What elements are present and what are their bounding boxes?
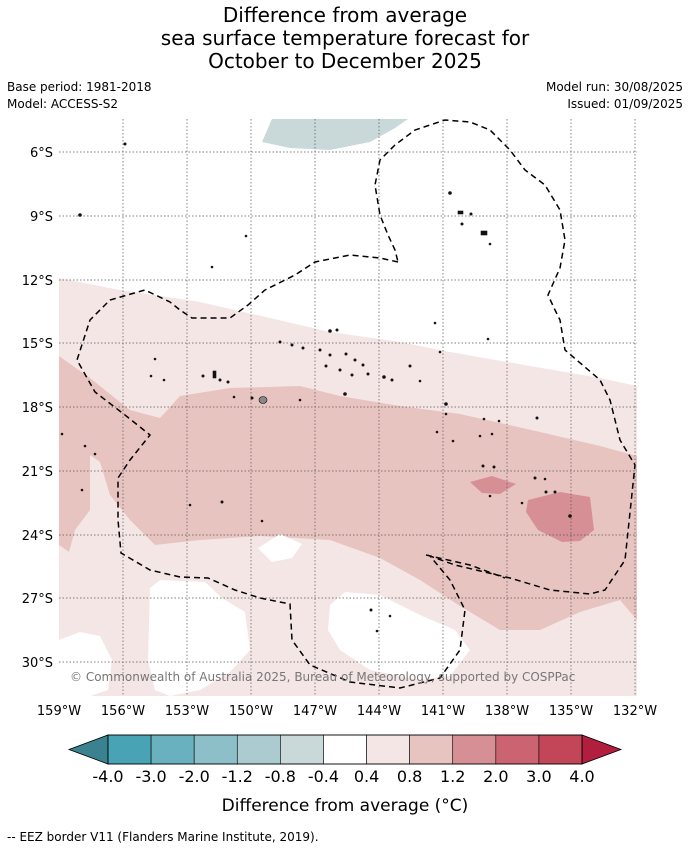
colorbar-tick-label: -1.2 <box>222 767 253 786</box>
colorbar-tick-label: -4.0 <box>92 767 123 786</box>
colorbar-tick-label: 1.2 <box>440 767 465 786</box>
issued-date: Issued: 01/09/2025 <box>567 97 683 111</box>
anomaly-minus-0-8-to-minus-0-4 <box>262 119 408 150</box>
colorbar-tick-label: 0.8 <box>397 767 422 786</box>
title-line-2: sea surface temperature forecast for <box>160 26 530 50</box>
colorbar-segment <box>366 734 410 765</box>
colorbar: -4.0 -3.0 -2.0 -1.2 -0.8 -0.4 0.4 0.8 1.2 2.0 3.0 4… <box>67 734 623 816</box>
eez-border-east <box>425 554 506 579</box>
colorbar-tick-labels: -4.0 -3.0 -2.0 -1.2 -0.8 -0.4 0.4 0.8 1.2 2.0 3.0 4… <box>92 767 594 786</box>
colorbar-segment <box>538 734 583 765</box>
colorbar-segment <box>409 734 454 765</box>
lon-label-153w: 153°W <box>165 704 209 719</box>
graticule <box>59 119 637 696</box>
islands <box>60 142 572 633</box>
eez-border-main <box>76 119 636 689</box>
lon-label-135w: 135°W <box>549 704 593 719</box>
colorbar-segment <box>323 734 367 765</box>
lat-label-27s: 27°S <box>22 592 53 607</box>
longitude-labels: 159°W 156°W 153°W 150°W 147°W 144°W 141°… <box>37 704 657 719</box>
meta-right: Model run: 30/08/2025 Issued: 01/09/2025 <box>546 79 683 113</box>
eez-legend-text: -- EEZ border V11 (Flanders Marine Insti… <box>7 830 319 844</box>
colorbar-segment <box>107 734 152 765</box>
eez-legend: -- EEZ border V11 (Flanders Marine Insti… <box>7 830 319 844</box>
copyright-notice: © Commonwealth of Australia 2025, Bureau… <box>70 670 575 684</box>
lon-label-132w: 132°W <box>613 704 657 719</box>
meta-left: Base period: 1981-2018 Model: ACCESS-S2 <box>7 79 152 113</box>
map-title: Difference from average sea surface temp… <box>0 4 690 73</box>
colorbar-tick-label: -0.4 <box>308 767 339 786</box>
latitude-labels: 6°S 9°S 12°S 15°S 18°S 21°S 24°S 27°S 30… <box>22 146 53 671</box>
colorbar-tick-label: -2.0 <box>179 767 210 786</box>
title-line-1: Difference from average <box>222 3 468 27</box>
lat-label-6s: 6°S <box>30 146 53 161</box>
lon-label-144w: 144°W <box>357 704 401 719</box>
neutral-patch-a <box>258 534 302 562</box>
colorbar-tick-label: 3.0 <box>526 767 551 786</box>
lon-label-159w: 159°W <box>37 704 81 719</box>
colorbar-label: Difference from average (°C) <box>222 796 469 816</box>
colorbar-segment <box>150 734 195 765</box>
lat-label-12s: 12°S <box>22 274 53 289</box>
lat-label-9s: 9°S <box>30 210 53 225</box>
colorbar-tick-label: 4.0 <box>569 767 594 786</box>
anomaly-1-2-to-2-0-b <box>526 492 594 542</box>
lon-label-138w: 138°W <box>485 704 529 719</box>
lat-label-21s: 21°S <box>22 465 53 480</box>
neutral-patch-d <box>59 632 112 696</box>
colorbar-segments <box>107 734 583 765</box>
neutral-patch-c <box>328 592 470 680</box>
colorbar-segment <box>236 734 281 765</box>
lon-label-147w: 147°W <box>293 704 337 719</box>
model-name: Model: ACCESS-S2 <box>7 97 119 111</box>
lat-label-30s: 30°S <box>22 656 53 671</box>
base-period: Base period: 1981-2018 <box>7 80 152 94</box>
lon-label-141w: 141°W <box>421 704 465 719</box>
colorbar-segment <box>193 734 238 765</box>
colorbar-tick-label: 2.0 <box>483 767 508 786</box>
lat-label-15s: 15°S <box>22 337 53 352</box>
colorbar-segment <box>280 734 324 765</box>
colorbar-tick-label: -3.0 <box>135 767 166 786</box>
colorbar-under-arrow <box>67 734 109 765</box>
lat-label-18s: 18°S <box>22 401 53 416</box>
colorbar-segment <box>495 734 540 765</box>
map-area: © Commonwealth of Australia 2025, Bureau… <box>59 119 637 696</box>
colorbar-tick-label: 0.4 <box>354 767 379 786</box>
lat-label-24s: 24°S <box>22 529 53 544</box>
anomaly-1-2-to-2-0-a <box>470 476 516 494</box>
lon-label-156w: 156°W <box>101 704 145 719</box>
model-run: Model run: 30/08/2025 <box>545 80 683 94</box>
lon-label-150w: 150°W <box>229 704 273 719</box>
anomaly-0-8-to-1-2 <box>59 356 637 630</box>
title-line-3: October to December 2025 <box>208 49 482 73</box>
neutral-patch-b <box>148 580 250 696</box>
colorbar-segment <box>452 734 497 765</box>
colorbar-over-arrow <box>581 734 623 765</box>
colorbar-tick-label: -0.8 <box>265 767 296 786</box>
